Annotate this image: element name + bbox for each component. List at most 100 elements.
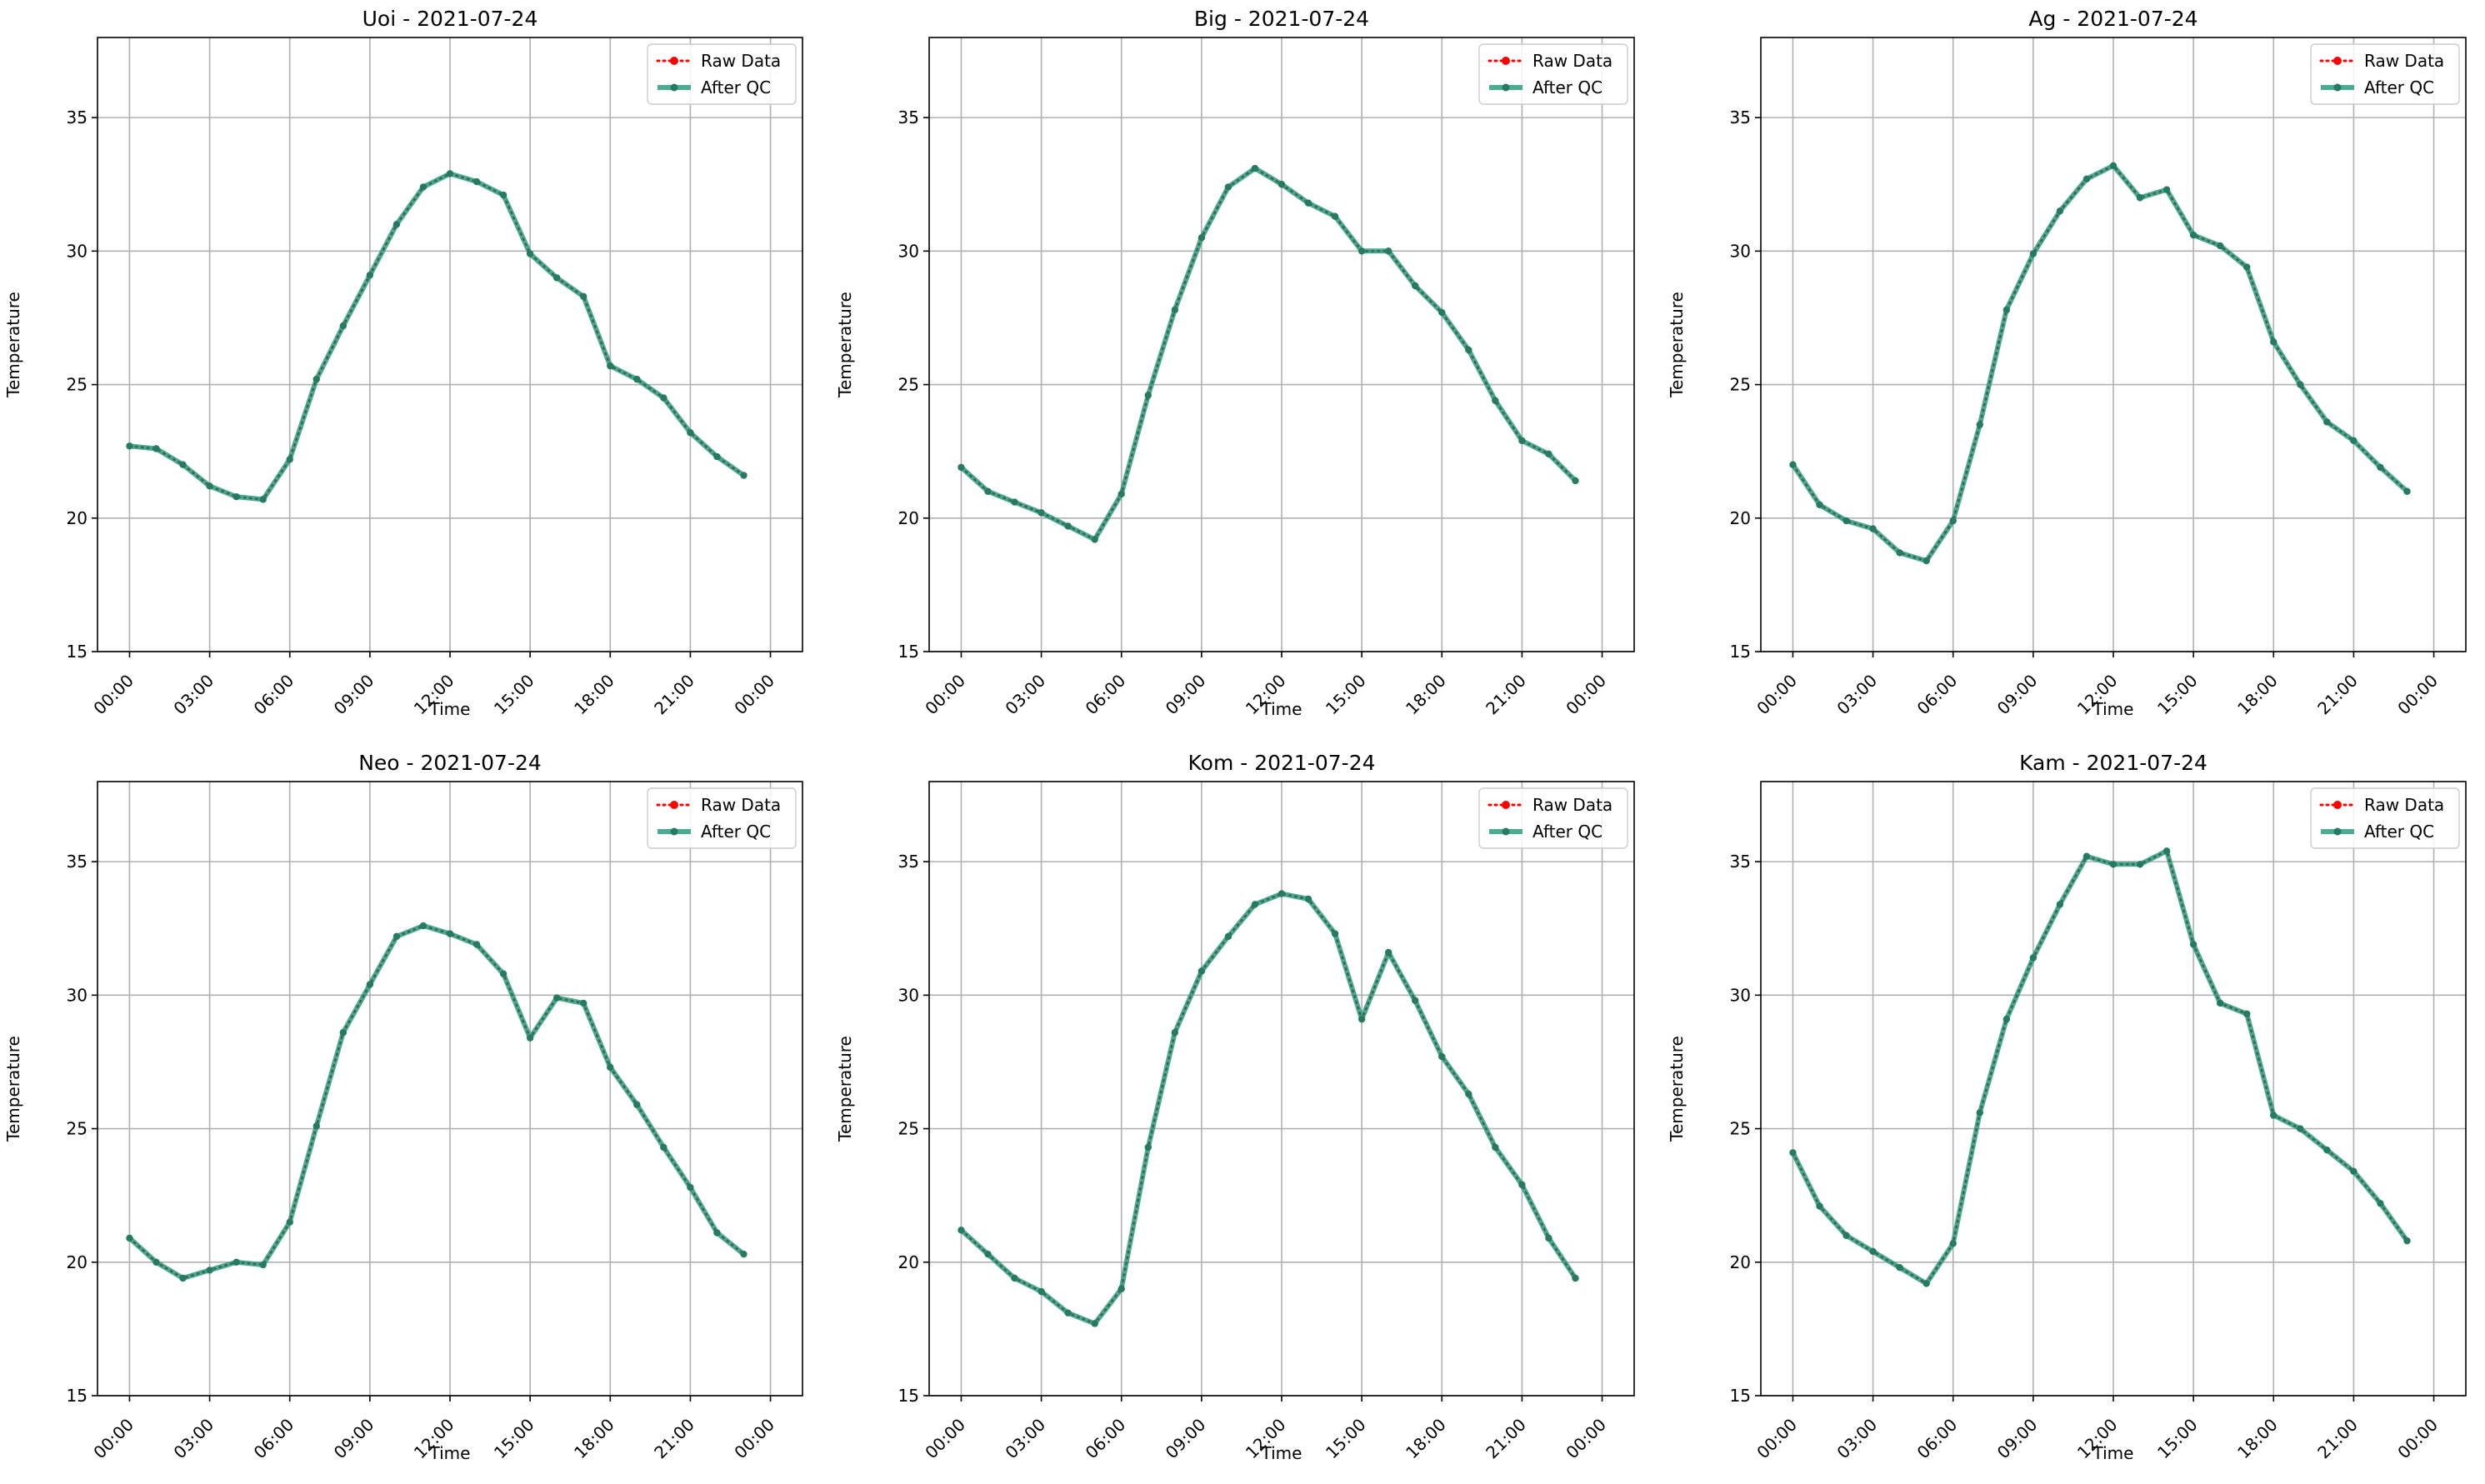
after-qc-point [2323, 1147, 2331, 1154]
after-qc-point [660, 1143, 668, 1152]
x-tick-label: 00:00 [1562, 671, 1610, 719]
after-qc-point [1118, 1285, 1125, 1293]
after-qc-point [2029, 954, 2038, 962]
after-qc-point [206, 1267, 213, 1274]
chart-title: Ag - 2021-07-24 [2028, 7, 2198, 31]
after-qc-point [2216, 999, 2224, 1007]
after-qc-point [286, 1218, 293, 1226]
x-tick-label: 03:00 [1832, 1415, 1881, 1463]
after-qc-point [1224, 932, 1232, 941]
after-qc-point [740, 472, 748, 479]
y-tick-label: 35 [898, 852, 919, 872]
after-qc-point [1331, 930, 1339, 937]
y-tick-label: 30 [898, 241, 919, 261]
after-qc-point [419, 183, 428, 191]
after-qc-point [2162, 186, 2171, 193]
raw-data-overlay-line [129, 172, 745, 501]
legend-raw-marker [2333, 57, 2342, 65]
after-qc-point [2189, 941, 2198, 948]
y-tick-label: 35 [898, 107, 919, 127]
after-qc-point [232, 492, 240, 501]
x-axis-label: Time [429, 699, 471, 719]
after-qc-point [2002, 1015, 2011, 1023]
x-tick-label: 00:00 [1752, 1415, 1801, 1463]
after-qc-point [633, 1101, 641, 1108]
legend-qc-label: After QC [701, 822, 771, 842]
after-qc-point [1896, 1263, 1903, 1272]
x-tick-label: 06:00 [1082, 671, 1130, 719]
after-qc-point [366, 981, 374, 988]
after-qc-point [740, 1250, 748, 1258]
after-qc-point [1171, 1029, 1179, 1037]
after-qc-point [419, 922, 428, 930]
y-tick-label: 15 [67, 1386, 88, 1406]
y-tick-label: 25 [67, 1119, 88, 1139]
after-qc-point [2243, 263, 2251, 271]
after-qc-line [959, 166, 1578, 542]
x-tick-label: 21:00 [650, 1415, 698, 1463]
y-tick-label: 15 [67, 642, 88, 662]
x-axis-label: Time [1261, 1443, 1302, 1463]
x-tick-label: 09:00 [1993, 1415, 2042, 1463]
after-qc-point [1518, 1181, 1526, 1189]
x-tick-label: 06:00 [1913, 1415, 1962, 1463]
x-tick-label: 15:00 [490, 1415, 538, 1463]
legend: Raw Data After QC [1478, 43, 1628, 105]
after-qc-point [1976, 421, 1983, 428]
after-qc-point [2109, 861, 2118, 868]
after-qc-point [286, 456, 293, 463]
x-tick-label: 09:00 [1162, 671, 1210, 719]
legend-qc-marker [1502, 827, 1510, 836]
x-tick-label: 09:00 [330, 1415, 378, 1463]
after-qc-point [2029, 250, 2038, 257]
after-qc-point [607, 1063, 614, 1072]
x-tick-label: 18:00 [2233, 671, 2282, 719]
after-qc-point [1842, 517, 1850, 525]
after-qc-point [392, 932, 401, 941]
raw-data-overlay-line [960, 167, 1577, 541]
y-tick-label: 25 [67, 375, 88, 395]
after-qc-point [499, 191, 508, 199]
legend-qc-marker [1502, 83, 1510, 92]
legend-raw-marker [670, 57, 678, 65]
after-qc-point [1171, 306, 1179, 314]
chart-title: Uoi - 2021-07-24 [362, 7, 538, 31]
after-qc-point [660, 394, 668, 402]
after-qc-point [152, 445, 160, 452]
x-tick-label: 18:00 [570, 671, 618, 719]
after-qc-point [1492, 1143, 1499, 1152]
after-qc-point [580, 999, 588, 1007]
after-qc-line [129, 171, 746, 502]
y-tick-label: 20 [1730, 508, 1751, 528]
after-qc-point [552, 994, 561, 1002]
y-axis-label: Temperature [1667, 1036, 1687, 1142]
after-qc-line [1791, 162, 2409, 564]
chart-panel: 00:00 03:00 06:00 09:00 12:00 15:00 18:00 21:00… [835, 751, 1635, 1463]
after-qc-point [2082, 175, 2091, 183]
after-qc-point [984, 487, 992, 495]
after-qc-point [2082, 852, 2091, 860]
chart-panel: 00:00 03:00 06:00 09:00 12:00 15:00 18:00 21:00… [835, 7, 1635, 719]
legend-raw-marker [1502, 801, 1510, 809]
chart-title: Big - 2021-07-24 [1194, 7, 1369, 31]
after-qc-point [2056, 901, 2064, 908]
raw-data-line [960, 892, 1577, 1326]
x-tick-label: 00:00 [89, 671, 138, 719]
after-qc-point [152, 1258, 160, 1266]
after-qc-point [179, 1274, 187, 1282]
x-axis-label: Time [429, 1443, 471, 1463]
after-qc-point [713, 1229, 721, 1237]
x-tick-label: 21:00 [1482, 671, 1530, 719]
after-qc-line [1790, 848, 2409, 1287]
raw-data-overlay-line [1792, 849, 2408, 1285]
chart-panel: 00:00 03:00 06:00 09:00 12:00 15:00 18:00 21:00… [1667, 751, 2467, 1463]
x-tick-label: 06:00 [1082, 1415, 1130, 1463]
raw-data-overlay-line [1792, 164, 2408, 562]
after-qc-point [526, 1034, 534, 1042]
y-axis-label: Temperature [1667, 292, 1687, 398]
x-tick-label: 03:00 [1832, 671, 1881, 719]
after-qc-point [446, 930, 454, 937]
after-qc-point [259, 496, 267, 503]
after-qc-point [366, 271, 374, 279]
after-qc-point [1412, 282, 1419, 290]
